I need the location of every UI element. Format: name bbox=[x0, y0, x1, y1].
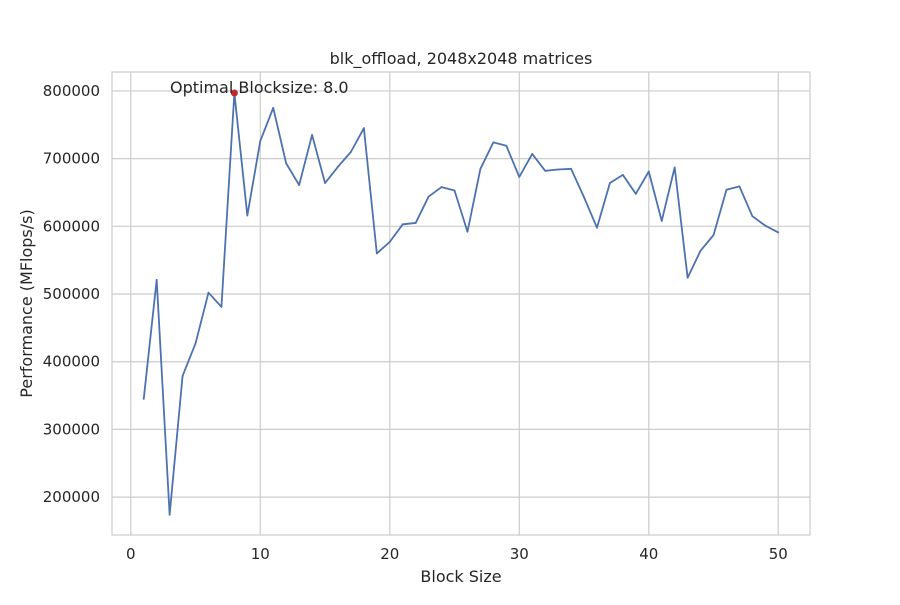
data-point bbox=[686, 276, 689, 279]
x-tick-label: 40 bbox=[639, 545, 658, 563]
optimal-point-marker bbox=[230, 89, 238, 97]
performance-series-line bbox=[142, 92, 779, 516]
data-point bbox=[751, 215, 754, 218]
optimal-blocksize-annotation: Optimal Blocksize: 8.0 bbox=[170, 78, 349, 97]
data-point bbox=[764, 224, 767, 227]
y-axis-label: Performance (MFlops/s) bbox=[17, 209, 36, 397]
y-tick-label: 600000 bbox=[43, 217, 100, 235]
data-point bbox=[621, 173, 624, 176]
data-point bbox=[311, 134, 313, 136]
data-point bbox=[440, 186, 443, 188]
data-point bbox=[725, 188, 728, 191]
x-tick-label: 50 bbox=[769, 545, 788, 563]
data-point bbox=[596, 226, 598, 229]
data-point bbox=[155, 278, 158, 281]
data-point bbox=[194, 342, 197, 345]
data-point bbox=[660, 220, 663, 222]
data-point bbox=[570, 167, 572, 170]
data-point bbox=[777, 231, 780, 234]
data-point bbox=[388, 241, 391, 243]
data-point bbox=[298, 184, 301, 186]
data-point bbox=[259, 140, 262, 142]
grid bbox=[112, 72, 810, 535]
data-point bbox=[453, 189, 456, 192]
data-point bbox=[557, 168, 560, 171]
data-point bbox=[505, 144, 508, 147]
data-point bbox=[285, 162, 288, 165]
data-point bbox=[492, 141, 495, 144]
y-tick-label: 500000 bbox=[43, 285, 100, 303]
data-point bbox=[375, 252, 378, 255]
chart-title: blk_offload, 2048x2048 matrices bbox=[330, 49, 593, 69]
data-point bbox=[712, 234, 715, 237]
data-point bbox=[634, 192, 637, 195]
data-point bbox=[427, 195, 430, 198]
data-point bbox=[583, 196, 585, 199]
data-point bbox=[324, 182, 326, 184]
y-tick-label: 400000 bbox=[43, 353, 100, 371]
x-tick-label: 30 bbox=[510, 545, 529, 563]
data-point bbox=[168, 513, 171, 516]
x-axis-ticks: 0 10 20 30 40 50 bbox=[126, 545, 788, 563]
data-point bbox=[350, 150, 352, 153]
data-point bbox=[362, 127, 365, 130]
data-point bbox=[544, 169, 547, 172]
y-tick-label: 700000 bbox=[43, 150, 100, 168]
x-tick-label: 0 bbox=[126, 545, 136, 563]
data-point bbox=[673, 166, 676, 169]
data-point bbox=[609, 182, 611, 184]
x-tick-label: 20 bbox=[380, 545, 399, 563]
data-point bbox=[401, 223, 404, 226]
data-point bbox=[518, 176, 521, 178]
data-point bbox=[699, 249, 702, 252]
y-tick-label: 800000 bbox=[43, 82, 100, 100]
data-point bbox=[647, 170, 650, 173]
data-point bbox=[181, 375, 184, 377]
data-point bbox=[337, 165, 339, 168]
y-axis-ticks: 200000 300000 400000 500000 600000 700000 8000… bbox=[43, 82, 100, 506]
data-point bbox=[414, 222, 417, 224]
y-tick-label: 300000 bbox=[43, 420, 100, 438]
data-point bbox=[207, 291, 210, 294]
data-point bbox=[738, 185, 741, 188]
data-point bbox=[466, 230, 469, 233]
plot-area-frame bbox=[111, 71, 811, 536]
data-point bbox=[220, 305, 223, 308]
data-point bbox=[246, 214, 249, 217]
y-tick-label: 200000 bbox=[43, 488, 100, 506]
data-point bbox=[142, 398, 145, 400]
data-point bbox=[272, 106, 275, 109]
series-layer bbox=[142, 89, 780, 516]
data-point bbox=[531, 153, 534, 155]
data-point bbox=[479, 167, 482, 170]
x-axis-label: Block Size bbox=[420, 567, 501, 586]
x-tick-label: 10 bbox=[251, 545, 270, 563]
